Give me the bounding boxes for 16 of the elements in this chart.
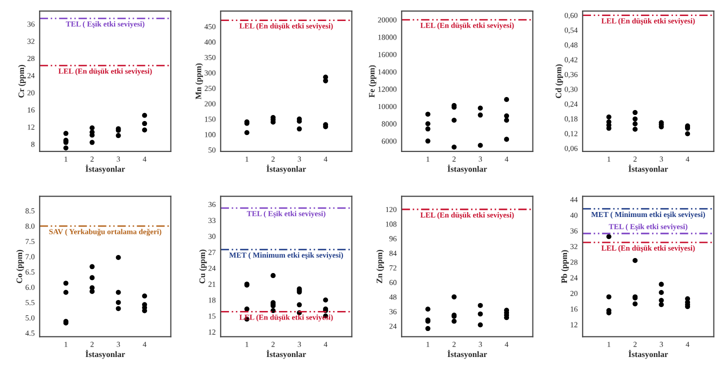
y-axis-title: Pb (ppm) [561, 250, 569, 284]
x-axis-title: İstasyonlar [628, 164, 668, 174]
y-axis-title: Cu (ppm) [199, 250, 207, 284]
x-axis-title: İstasyonlar [86, 164, 125, 174]
y-axis-title: Co (ppm) [16, 250, 24, 284]
y-axis-title: Fe (ppm) [368, 65, 376, 98]
y-axis-title: Mn (ppm) [195, 63, 203, 100]
x-axis-title: İstasyonlar [448, 164, 487, 174]
y-axis-title: Cr (ppm) [18, 64, 26, 98]
x-axis-title: İstasyonlar [266, 164, 306, 174]
y-axis-title: Cd (ppm) [555, 64, 564, 98]
x-axis-title: İstasyonlar [266, 350, 306, 359]
x-axis-title: İstasyonlar [628, 350, 668, 359]
x-axis-title: İstasyonlar [448, 350, 487, 359]
y-axis-title: Zn (ppm) [376, 250, 384, 284]
x-axis-title: İstasyonlar [86, 350, 125, 359]
